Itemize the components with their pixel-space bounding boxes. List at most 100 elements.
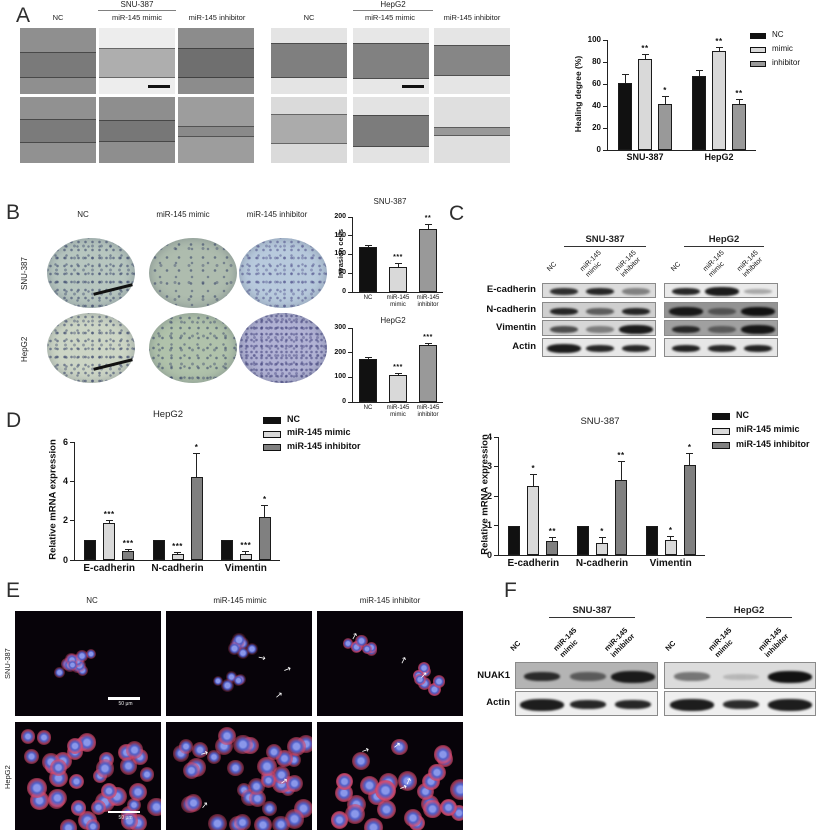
wound-image (178, 28, 254, 94)
error-bar-cap (686, 452, 694, 454)
protein-band (708, 345, 736, 352)
cell (254, 815, 272, 830)
y-tick-label: 6 (62, 436, 68, 447)
error-bar-cap (735, 99, 743, 101)
cell (101, 783, 118, 799)
error-bar-line (718, 46, 720, 51)
cell (272, 815, 290, 830)
cell (344, 803, 366, 825)
panel-a-col-nc: NC (52, 13, 64, 22)
y-tick-label: 0 (62, 554, 68, 565)
error-bar-cap (641, 54, 649, 56)
y-tick (603, 127, 607, 129)
cell (413, 673, 426, 686)
fluorescence-image: ↗ ↗ ↗ (317, 611, 463, 716)
legend-swatch (750, 33, 766, 39)
error-bar-line (196, 452, 197, 478)
category-label: SNU-387 (626, 152, 664, 162)
transwell-image (47, 313, 135, 383)
cell (23, 749, 39, 764)
error-bar-line (624, 74, 626, 83)
y-tick (70, 441, 74, 443)
blot-lane-label: miR-145 inhibitor (736, 249, 765, 279)
data-bar (359, 247, 377, 292)
significance-stars: ** (617, 450, 625, 460)
y-tick (348, 401, 352, 403)
wound-scratch-band (352, 115, 429, 147)
cell (54, 667, 66, 679)
cell (374, 779, 396, 801)
panel-c-hepg2-header: HepG2 (684, 234, 764, 247)
y-tick (494, 466, 498, 467)
y-axis (352, 217, 353, 293)
cell (359, 776, 379, 796)
annotation-arrow: ↗ (398, 654, 409, 667)
panel-b-row-hepg2: HepG2 (20, 336, 29, 362)
cell (95, 759, 115, 778)
cell (68, 774, 85, 790)
blot-lane-label: NC (670, 260, 683, 274)
cell (227, 642, 241, 656)
y-tick-label: 150 (334, 231, 346, 239)
annotation-arrow: ↗ (392, 740, 402, 752)
protein-band (741, 307, 775, 316)
data-bar (190, 477, 203, 560)
data-bar (615, 479, 627, 555)
wound-scratch-band (178, 126, 254, 138)
error-bar-line (620, 460, 622, 480)
cell (335, 772, 353, 790)
cell (212, 676, 223, 687)
panel-e-col-mimic: miR-145 mimic (213, 596, 267, 605)
significance-stars: *** (240, 541, 252, 551)
y-axis-title: Healing degree (%) (573, 55, 583, 133)
error-bar-line (427, 342, 429, 346)
cell (27, 778, 47, 798)
error-bar-cap (124, 548, 132, 550)
blot-lane-label: NC (546, 260, 559, 274)
significance-stars: *** (423, 333, 433, 341)
blot-box (542, 320, 656, 336)
scale-bar (108, 810, 141, 814)
protein-band (670, 699, 714, 711)
wound-image (352, 97, 429, 163)
scale-bar (93, 283, 133, 296)
cell (247, 778, 265, 796)
wound-scratch-band (99, 120, 175, 142)
panel-c-protein-vimentin: Vimentin (496, 322, 536, 333)
cell (119, 757, 138, 775)
y-tick (348, 272, 352, 274)
scale-bar (148, 85, 171, 89)
transwell-image (149, 238, 237, 308)
error-bar-cap (715, 46, 723, 48)
protein-band (741, 325, 775, 334)
error-bar-line (689, 452, 691, 465)
wound-scratch-band (271, 114, 347, 144)
chart-title: HepG2 (380, 316, 406, 325)
legend-label: miR-145 mimic (736, 424, 800, 435)
y-axis (352, 328, 353, 403)
significance-stars: * (663, 86, 667, 96)
wound-image (20, 97, 96, 163)
protein-band (570, 672, 606, 681)
error-bar-cap (424, 223, 432, 225)
cell (351, 751, 371, 771)
data-bar (683, 465, 696, 555)
legend-label: mimic (772, 44, 793, 54)
significance-stars: * (194, 442, 199, 452)
cell (432, 675, 446, 688)
data-bar (645, 525, 658, 555)
significance-stars: *** (103, 509, 115, 519)
cell (225, 671, 238, 683)
error-bar-line (738, 99, 740, 104)
cell (257, 756, 278, 777)
panel-f-protein-actin: Actin (486, 697, 510, 708)
data-bar (258, 516, 271, 560)
legend-swatch (750, 47, 766, 53)
transwell-image (239, 238, 327, 308)
error-bar-cap (364, 245, 372, 247)
panel-c-protein-ecadherin: E-cadherin (486, 284, 536, 295)
scale-bar (108, 697, 141, 700)
data-bar (389, 266, 407, 292)
significance-stars: *** (172, 541, 183, 551)
